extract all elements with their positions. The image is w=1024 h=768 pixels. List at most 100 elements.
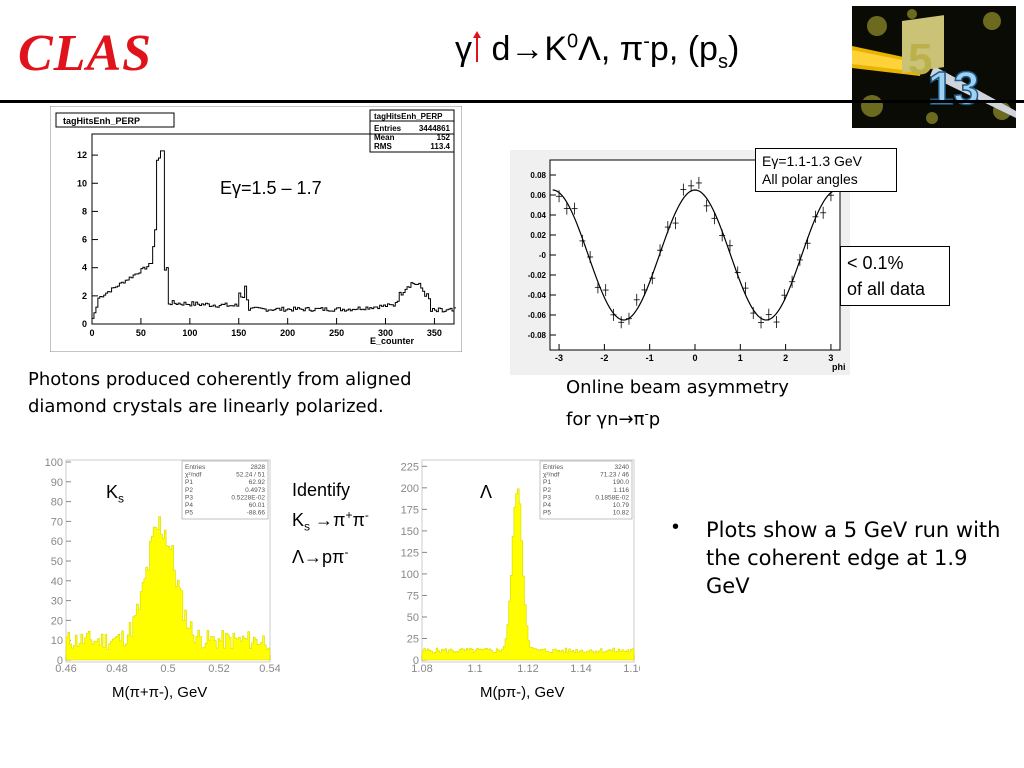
lambda-stats-box: Entries 3240 χ²/ndf 71.23 / 46 P1 190.0 P2 1.11…: [539, 460, 633, 520]
ks-ytick-label: 20: [51, 615, 63, 627]
ks-stat-value: 0.4973: [245, 487, 265, 494]
lambda-histogram: 1.08 1.1 1.12 1.14 1.16 225 200 175 150 125 100 75 5…: [394, 452, 645, 680]
lambda-xtick-label: 1.16: [623, 663, 640, 675]
lambda-stat-label: P5: [543, 510, 551, 517]
tagger-histogram: tagHitsEnh_PERP tagHitsEnh_PERP Entries 3…: [49, 105, 463, 353]
lambda-stat-label: P3: [543, 494, 551, 501]
polarization-arrow-icon: [472, 31, 482, 66]
ks-xtick-label: 0.5: [160, 663, 175, 675]
tagger-xtick-label: 150: [231, 328, 246, 338]
asym-legend-line1: Eγ=1.1-1.3 GeV: [762, 153, 863, 169]
tagger-xtick-label: 100: [182, 328, 197, 338]
ks-ytick-label: 0: [57, 655, 63, 667]
photons-caption-line1: Photons produced coherently from aligned: [28, 369, 412, 390]
ks-ytick-label: 60: [51, 536, 63, 548]
lambda-ytick-label: 25: [407, 633, 419, 645]
asym-xtick-label: -1: [646, 353, 654, 363]
tagger-stats-title: tagHitsEnh_PERP: [374, 112, 443, 121]
note-line1: < 0.1%: [847, 253, 904, 273]
identify-lambda: Λ→pπ: [292, 546, 345, 567]
lambda-stat-value: 10.79: [613, 502, 630, 509]
lambda-ytick-label: 225: [401, 461, 419, 473]
photons-caption: Photons produced coherently from aligned…: [28, 366, 412, 420]
asym-ytick-label: -0: [539, 251, 547, 260]
tagger-stat-value: 152: [437, 133, 451, 142]
lambda-xtick-label: 1.08: [411, 663, 432, 675]
lambda-ytick-label: 200: [401, 483, 419, 495]
title-s-sub: s: [717, 50, 728, 73]
ks-histogram: 0.46 0.48 0.5 0.52 0.54 100 90 80 70 60 50 40 30 20 10…: [28, 452, 281, 680]
clas-logo: CLAS: [18, 25, 153, 82]
lambda-stat-value: 0.1858E-02: [595, 494, 629, 501]
identify-line1: Identify: [292, 480, 351, 500]
asym-caption-sup: -: [644, 407, 649, 421]
asym-xtick-label: 1: [738, 353, 743, 363]
lambda-ytick-label: 150: [401, 526, 419, 538]
lambda-stat-label: P4: [543, 502, 551, 509]
data-fraction-note: < 0.1% of all data: [840, 246, 950, 306]
identify-arrow: →π: [310, 510, 346, 530]
tagger-stat-label: Entries: [374, 124, 402, 133]
ks-label-sub: s: [118, 491, 125, 506]
lambda-stat-label: χ²/ndf: [543, 472, 560, 479]
ks-ytick-label: 30: [51, 596, 63, 608]
tagger-ytick-label: 6: [82, 235, 87, 245]
identify-sup2: -: [364, 508, 369, 522]
ks-label-main: K: [106, 482, 119, 502]
ks-stat-label: P2: [185, 487, 193, 494]
header-rule: [0, 100, 1024, 103]
lambda-stat-value: 10.82: [613, 510, 630, 517]
lambda-stat-value: 71.23 / 46: [600, 472, 629, 479]
asym-caption-reaction: for γn→π: [566, 409, 645, 430]
lambda-xtick-label: 1.12: [517, 663, 538, 675]
asym-xtick-label: 3: [828, 353, 833, 363]
tagger-ytick-label: 2: [82, 291, 87, 301]
tagger-ytick-label: 0: [82, 319, 87, 329]
tagger-title: tagHitsEnh_PERP: [63, 116, 140, 126]
tagger-ytick-label: 4: [82, 263, 87, 273]
title-p: p, (p: [649, 30, 718, 68]
lambda-ytick-label: 100: [401, 569, 419, 581]
photons-caption-line2: diamond crystals are linearly polarized.: [28, 396, 384, 417]
lambda-xtick-label: 1.1: [467, 663, 482, 675]
asym-ytick-label: 0.04: [530, 211, 546, 220]
asym-xtick-label: 0: [692, 353, 697, 363]
lambda-ytick-label: 75: [407, 590, 419, 602]
ks-xlabel: M(π+π-), GeV: [112, 684, 208, 701]
ks-stat-value: 62.92: [249, 479, 266, 486]
ks-ytick-label: 70: [51, 516, 63, 528]
ks-stat-value: 2828: [251, 464, 266, 471]
bullet-marker: •: [672, 516, 680, 538]
lambda-ytick-label: 175: [401, 504, 419, 516]
ks-xtick-label: 0.52: [208, 663, 229, 675]
ks-stat-label: Entries: [185, 464, 206, 471]
ks-ytick-label: 10: [51, 635, 63, 647]
asym-caption: Online beam asymmetry for γn→π-p: [566, 374, 789, 433]
ks-ytick-label: 90: [51, 477, 63, 489]
title-k-sup: 0: [567, 30, 579, 53]
asym-ytick-label: -0.08: [528, 331, 547, 340]
lambda-ytick-label: 125: [401, 547, 419, 559]
ks-stat-value: 0.5228E-02: [231, 494, 265, 501]
identify-pi2: π: [352, 510, 365, 530]
tagger-xtick-label: 200: [280, 328, 295, 338]
ks-stat-label: P3: [185, 494, 193, 501]
lambda-stat-label: Entries: [543, 464, 564, 471]
asym-legend-line2: All polar angles: [762, 171, 858, 187]
asym-xlabel: phi: [832, 362, 846, 372]
note-line2: of all data: [847, 279, 926, 299]
bullet-text: Plots show a 5 GeV run with the coherent…: [706, 518, 1001, 598]
tagger-stats-box: tagHitsEnh_PERP Entries 3444861 Mean 152 RMS…: [369, 109, 455, 153]
title-gamma: γ: [455, 30, 472, 68]
ks-stat-value: 52.24 / 51: [236, 472, 265, 479]
ks-stat-label: P5: [185, 510, 193, 517]
asym-xtick-label: -2: [600, 353, 608, 363]
lambda-stat-label: P1: [543, 479, 551, 486]
lambda-label: Λ: [480, 482, 493, 502]
ks-xtick-label: 0.48: [106, 663, 127, 675]
tagger-xtick-label: 350: [427, 328, 442, 338]
tagger-ytick-label: 12: [77, 150, 87, 160]
tagger-xtick-label: 250: [329, 328, 344, 338]
slide-title: γ d→K0Λ, π-p, (ps): [455, 30, 739, 74]
ks-ytick-label: 50: [51, 556, 63, 568]
